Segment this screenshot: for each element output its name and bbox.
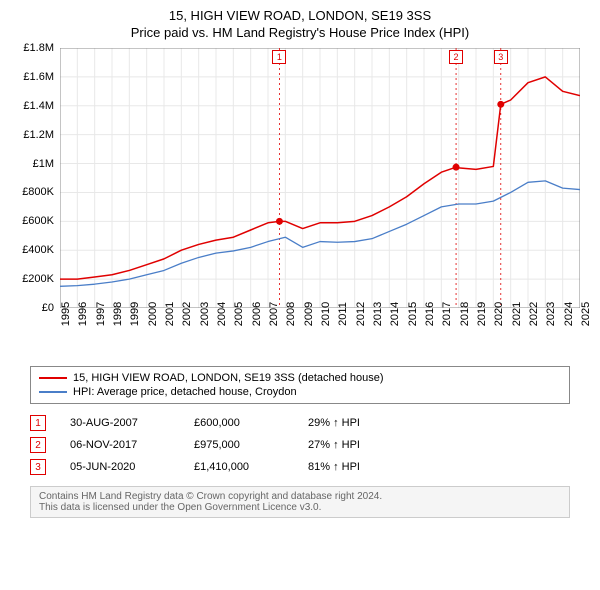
event-marker-badge: 3 (494, 50, 508, 64)
event-row: 2 06-NOV-2017 £975,000 27% ↑ HPI (30, 434, 570, 456)
y-tick-label: £200K (22, 273, 54, 285)
y-axis: £0£200K£400K£600K£800K£1M£1.2M£1.4M£1.6M… (10, 48, 58, 308)
legend-item: 15, HIGH VIEW ROAD, LONDON, SE19 3SS (de… (39, 371, 561, 385)
chart-title: 15, HIGH VIEW ROAD, LONDON, SE19 3SS (10, 8, 590, 23)
y-tick-label: £1.6M (23, 71, 54, 83)
plot-area: 1 2 3 (60, 48, 580, 308)
y-tick-label: £800K (22, 186, 54, 198)
footer-line-2: This data is licensed under the Open Gov… (39, 502, 561, 513)
chart-container: 15, HIGH VIEW ROAD, LONDON, SE19 3SS Pri… (0, 0, 600, 590)
event-marker-badge: 2 (449, 50, 463, 64)
y-tick-label: £1M (33, 158, 54, 170)
event-pct: 81% ↑ HPI (308, 461, 388, 473)
chart-area: £0 £200K £400K £600K £800K £1M £1.2M £1.4M £1.6M… (10, 48, 590, 358)
legend-label: 15, HIGH VIEW ROAD, LONDON, SE19 3SS (de… (73, 372, 384, 384)
event-price: £1,410,000 (194, 461, 284, 473)
event-badge: 3 (30, 459, 46, 475)
footer-attribution: Contains HM Land Registry data © Crown c… (30, 486, 570, 518)
legend-item: HPI: Average price, detached house, Croy… (39, 385, 561, 399)
event-badge: 1 (30, 415, 46, 431)
x-axis: 1995199619971998199920002001200220032004… (60, 310, 580, 358)
y-tick-label: £1.2M (23, 129, 54, 141)
event-row: 1 30-AUG-2007 £600,000 29% ↑ HPI (30, 412, 570, 434)
event-row: 3 05-JUN-2020 £1,410,000 81% ↑ HPI (30, 456, 570, 478)
legend-swatch (39, 391, 67, 393)
event-date: 30-AUG-2007 (70, 417, 170, 429)
x-tick-label: 2025 (580, 302, 600, 326)
event-pct: 27% ↑ HPI (308, 439, 388, 451)
y-tick-label: £1.4M (23, 100, 54, 112)
event-price: £975,000 (194, 439, 284, 451)
event-marker-badge: 1 (272, 50, 286, 64)
chart-subtitle: Price paid vs. HM Land Registry's House … (10, 25, 590, 40)
event-price: £600,000 (194, 417, 284, 429)
y-tick-label: £400K (22, 244, 54, 256)
y-tick-label: £600K (22, 215, 54, 227)
title-block: 15, HIGH VIEW ROAD, LONDON, SE19 3SS Pri… (10, 8, 590, 48)
legend-swatch (39, 377, 67, 379)
legend-label: HPI: Average price, detached house, Croy… (73, 386, 297, 398)
y-tick-label: £0 (42, 302, 54, 314)
footer-line-1: Contains HM Land Registry data © Crown c… (39, 491, 561, 502)
event-date: 05-JUN-2020 (70, 461, 170, 473)
event-pct: 29% ↑ HPI (308, 417, 388, 429)
events-table: 1 30-AUG-2007 £600,000 29% ↑ HPI 2 06-NOV-201… (30, 412, 570, 478)
legend: 15, HIGH VIEW ROAD, LONDON, SE19 3SS (de… (30, 366, 570, 404)
y-tick-label: £1.8M (23, 42, 54, 54)
event-date: 06-NOV-2017 (70, 439, 170, 451)
event-badge: 2 (30, 437, 46, 453)
